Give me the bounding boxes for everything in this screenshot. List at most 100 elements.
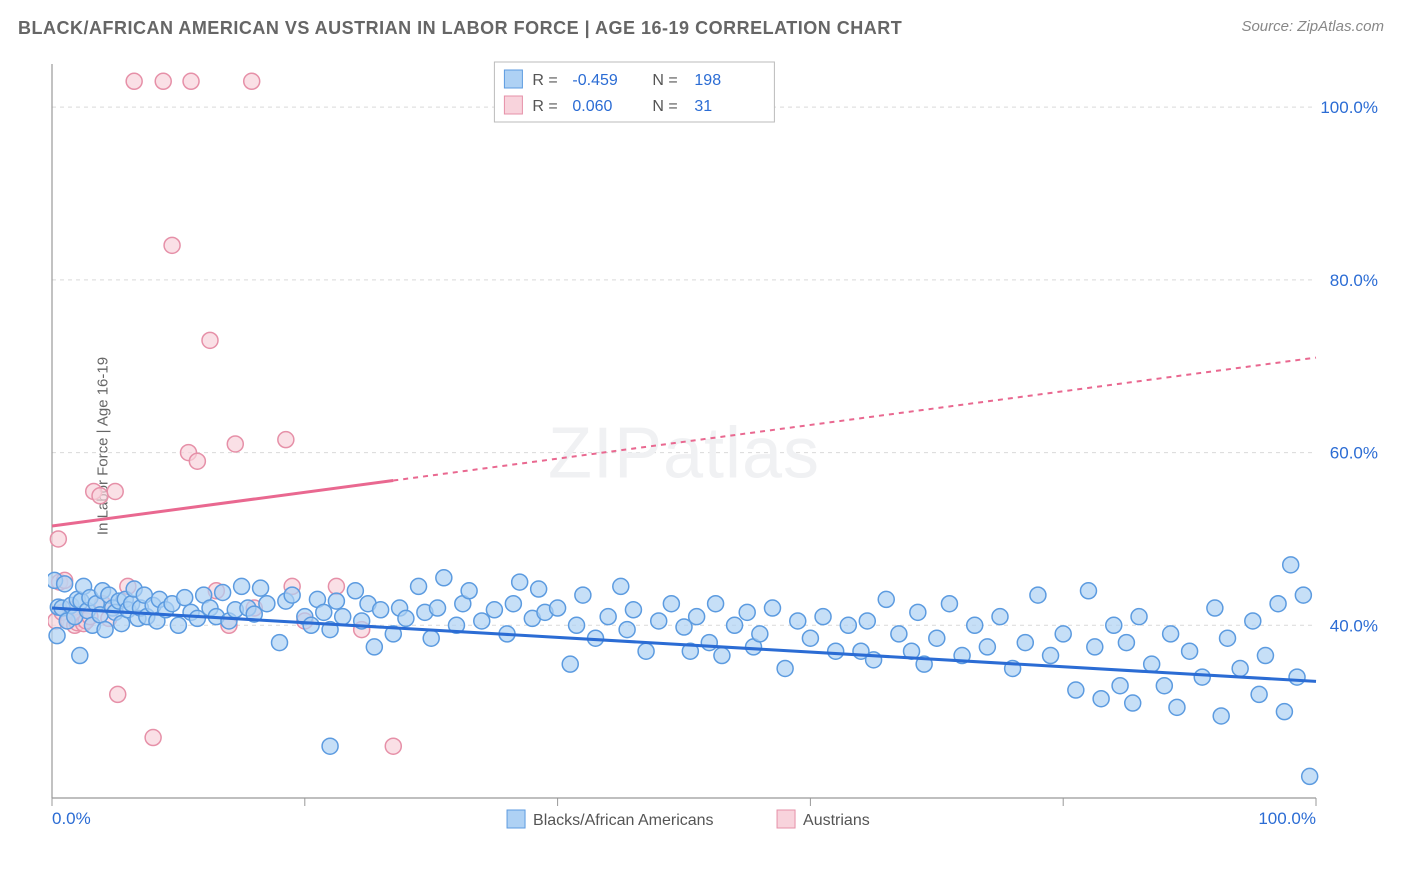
legend-r-value: 0.060 [572, 98, 612, 115]
x-tick-label: 0.0% [52, 809, 91, 828]
scatter-point [155, 73, 171, 89]
scatter-point [512, 574, 528, 590]
legend-r-value: -0.459 [572, 72, 617, 89]
scatter-point [366, 639, 382, 655]
scatter-point [992, 609, 1008, 625]
scatter-point [562, 656, 578, 672]
scatter-point [385, 738, 401, 754]
scatter-point [714, 648, 730, 664]
scatter-point [1295, 587, 1311, 603]
scatter-point [1055, 626, 1071, 642]
scatter-point [486, 602, 502, 618]
scatter-point [97, 622, 113, 638]
legend-r-label: R = [532, 98, 557, 115]
trend-line-dashed [393, 358, 1316, 481]
scatter-point [941, 596, 957, 612]
scatter-point [107, 483, 123, 499]
scatter-point [550, 600, 566, 616]
scatter-point [1093, 691, 1109, 707]
scatter-point [1257, 648, 1273, 664]
legend-n-value: 198 [694, 72, 721, 89]
scatter-point [253, 580, 269, 596]
scatter-point [708, 596, 724, 612]
scatter-point [1207, 600, 1223, 616]
scatter-point [474, 613, 490, 629]
legend-series-label: Blacks/African Americans [533, 812, 714, 829]
scatter-point [689, 609, 705, 625]
scatter-point [815, 609, 831, 625]
legend-r-label: R = [532, 72, 557, 89]
legend-swatch [777, 810, 795, 828]
scatter-point [891, 626, 907, 642]
scatter-point [284, 587, 300, 603]
scatter-point [878, 591, 894, 607]
watermark: ZIPatlas [548, 414, 820, 494]
scatter-point [625, 602, 641, 618]
scatter-point [638, 643, 654, 659]
scatter-point [411, 578, 427, 594]
scatter-point [739, 604, 755, 620]
scatter-point [802, 630, 818, 646]
scatter-point [1283, 557, 1299, 573]
scatter-point [347, 583, 363, 599]
legend-series-label: Austrians [803, 812, 870, 829]
scatter-point [164, 237, 180, 253]
legend-swatch [504, 96, 522, 114]
scatter-point [278, 432, 294, 448]
y-tick-label: 80.0% [1330, 271, 1378, 290]
scatter-point [1194, 669, 1210, 685]
scatter-point [72, 648, 88, 664]
scatter-point [316, 604, 332, 620]
y-tick-label: 60.0% [1330, 444, 1378, 463]
scatter-point [423, 630, 439, 646]
scatter-point [1276, 704, 1292, 720]
chart-title: BLACK/AFRICAN AMERICAN VS AUSTRIAN IN LA… [18, 18, 902, 39]
legend-swatch [504, 70, 522, 88]
scatter-point [979, 639, 995, 655]
scatter-point [1118, 635, 1134, 651]
scatter-point [1213, 708, 1229, 724]
scatter-point [1232, 660, 1248, 676]
scatter-point [335, 609, 351, 625]
scatter-point [1270, 596, 1286, 612]
scatter-point [1043, 648, 1059, 664]
source-attribution: Source: ZipAtlas.com [1241, 18, 1384, 35]
scatter-point [790, 613, 806, 629]
scatter-point [910, 604, 926, 620]
scatter-point [600, 609, 616, 625]
scatter-point [170, 617, 186, 633]
scatter-point [727, 617, 743, 633]
plot-area: 40.0%60.0%80.0%100.0%ZIPatlas0.0%100.0%R… [48, 58, 1386, 828]
scatter-point [1245, 613, 1261, 629]
legend-n-label: N = [652, 98, 677, 115]
scatter-point [752, 626, 768, 642]
scatter-point [1220, 630, 1236, 646]
scatter-point [1144, 656, 1160, 672]
scatter-point [272, 635, 288, 651]
scatter-point [1080, 583, 1096, 599]
scatter-point [461, 583, 477, 599]
scatter-point [575, 587, 591, 603]
scatter-point [1131, 609, 1147, 625]
scatter-point [244, 73, 260, 89]
scatter-point [1289, 669, 1305, 685]
scatter-point [110, 686, 126, 702]
scatter-point [1106, 617, 1122, 633]
y-tick-label: 40.0% [1330, 616, 1378, 635]
scatter-point [49, 628, 65, 644]
scatter-point [967, 617, 983, 633]
scatter-point [177, 590, 193, 606]
scatter-point [651, 613, 667, 629]
scatter-svg: 40.0%60.0%80.0%100.0%ZIPatlas0.0%100.0%R… [48, 58, 1386, 858]
scatter-point [1156, 678, 1172, 694]
scatter-point [1163, 626, 1179, 642]
scatter-point [322, 738, 338, 754]
scatter-point [828, 643, 844, 659]
scatter-point [1068, 682, 1084, 698]
scatter-point [50, 531, 66, 547]
scatter-point [398, 610, 414, 626]
scatter-point [531, 581, 547, 597]
scatter-point [436, 570, 452, 586]
scatter-point [328, 593, 344, 609]
scatter-point [1182, 643, 1198, 659]
